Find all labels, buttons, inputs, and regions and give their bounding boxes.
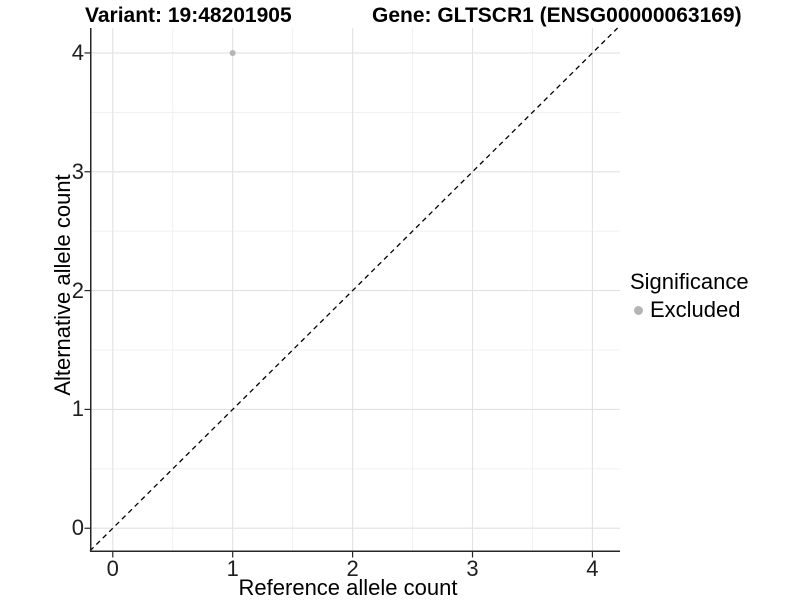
x-tick-label: 1 [226,556,239,581]
legend-item-label: Excluded [650,297,741,322]
y-tick-label: 2 [71,277,84,303]
plot-canvas [84,27,620,558]
x-tick-label: 2 [346,556,359,581]
y-tick-label: 3 [71,158,84,184]
legend-item-excluded: Excluded [630,297,749,323]
y-tick-label: 1 [71,396,84,422]
plot-title-variant: Variant: 19:48201905 [85,4,292,27]
point-swatch-icon [634,305,643,315]
y-tick-label: 4 [71,39,84,65]
legend: Significance Excluded [630,269,749,323]
x-tick-label: 0 [106,556,119,581]
x-tick-label: 4 [586,556,599,581]
plot-title-gene: Gene: GLTSCR1 (ENSG00000063169) [372,4,742,27]
x-axis-title: Reference allele count [238,575,458,600]
identity-reference-line [89,27,619,552]
data-point [229,49,236,56]
y-axis-title: Alternative allele count [50,174,75,396]
legend-title: Significance [630,269,749,294]
y-tick-label: 0 [71,515,84,541]
plot-panel [84,27,620,558]
x-tick-label: 3 [466,556,479,581]
